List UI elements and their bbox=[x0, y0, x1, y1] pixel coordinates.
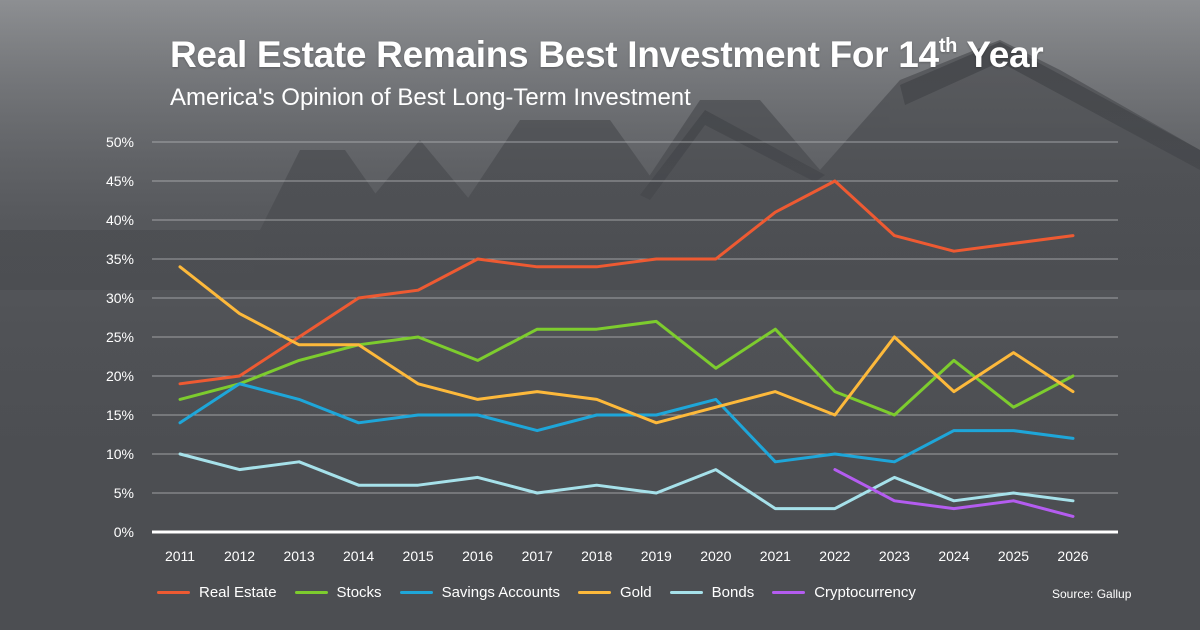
legend-item-savings-accounts: Savings Accounts bbox=[399, 584, 560, 601]
legend-item-gold: Gold bbox=[577, 584, 652, 601]
legend-swatch bbox=[577, 591, 611, 594]
y-tick-label: 40% bbox=[106, 212, 134, 228]
x-tick-label: 2013 bbox=[283, 548, 314, 564]
x-tick-label: 2012 bbox=[224, 548, 255, 564]
series-line-real-estate bbox=[178, 179, 1075, 386]
y-tick-label: 10% bbox=[106, 446, 134, 462]
y-tick-label: 20% bbox=[106, 368, 134, 384]
legend-swatch bbox=[772, 591, 806, 594]
x-tick-label: 2017 bbox=[522, 548, 553, 564]
legend: Real Estate Stocks Savings Accounts Gold Bon… bbox=[157, 584, 934, 601]
legend-swatch bbox=[399, 591, 433, 594]
y-tick-label: 0% bbox=[114, 524, 134, 540]
x-tick-label: 2023 bbox=[879, 548, 910, 564]
gridlines bbox=[152, 141, 1118, 534]
title-main: Real Estate Remains Best Investment For … bbox=[170, 34, 939, 75]
x-tick-label: 2014 bbox=[343, 548, 374, 564]
x-tick-label: 2024 bbox=[938, 548, 969, 564]
series-line-cryptocurrency bbox=[833, 468, 1075, 518]
x-tick-label: 2026 bbox=[1057, 548, 1088, 564]
series-lines bbox=[178, 179, 1075, 518]
x-tick-label: 2022 bbox=[819, 548, 850, 564]
title-superscript: th bbox=[938, 35, 958, 57]
x-tick-label: 2018 bbox=[581, 548, 612, 564]
x-tick-label: 2011 bbox=[165, 548, 195, 564]
y-tick-label: 25% bbox=[106, 329, 134, 345]
legend-item-cryptocurrency: Cryptocurrency bbox=[772, 584, 916, 601]
legend-swatch bbox=[157, 591, 190, 594]
x-tick-label: 2015 bbox=[403, 548, 434, 564]
title-end: Year bbox=[957, 34, 1044, 75]
legend-item-stocks: Stocks bbox=[294, 584, 382, 601]
legend-label: Bonds bbox=[711, 584, 755, 601]
legend-item-real-estate: Real Estate bbox=[157, 584, 277, 601]
series-line-stocks bbox=[178, 319, 1075, 417]
x-tick-label: 2019 bbox=[641, 548, 672, 564]
legend-swatch bbox=[294, 591, 328, 594]
x-tick-label: 2020 bbox=[700, 548, 731, 564]
y-tick-label: 45% bbox=[106, 173, 134, 189]
chart-title: Real Estate Remains Best Investment For … bbox=[170, 34, 1044, 76]
x-tick-label: 2016 bbox=[462, 548, 493, 564]
y-axis-ticks: 0% 5% 10% 15% 20% 25% 30% 35% 40% 45% 50% bbox=[106, 134, 134, 540]
y-tick-label: 35% bbox=[106, 251, 134, 267]
y-tick-label: 50% bbox=[106, 134, 134, 150]
y-tick-label: 15% bbox=[106, 407, 134, 423]
series-line-savings-accounts bbox=[178, 382, 1075, 464]
series-line-bonds bbox=[178, 452, 1075, 511]
legend-label: Savings Accounts bbox=[441, 584, 560, 601]
legend-label: Gold bbox=[619, 584, 652, 601]
x-tick-label: 2025 bbox=[998, 548, 1029, 564]
legend-label: Real Estate bbox=[199, 584, 277, 601]
chart-subtitle: America's Opinion of Best Long-Term Inve… bbox=[170, 84, 691, 111]
y-tick-label: 30% bbox=[106, 290, 134, 306]
series-line-gold bbox=[178, 265, 1075, 425]
legend-swatch bbox=[669, 591, 703, 594]
legend-label: Stocks bbox=[336, 584, 382, 601]
x-tick-label: 2021 bbox=[760, 548, 791, 564]
source-note: Source: Gallup bbox=[1052, 587, 1132, 601]
legend-item-bonds: Bonds bbox=[669, 584, 755, 601]
y-tick-label: 5% bbox=[114, 485, 134, 501]
x-axis-ticks: 2011 2012 2013 2014 2015 2016 2017 2018 2019 2020… bbox=[165, 548, 1089, 564]
legend-label: Cryptocurrency bbox=[814, 584, 916, 601]
